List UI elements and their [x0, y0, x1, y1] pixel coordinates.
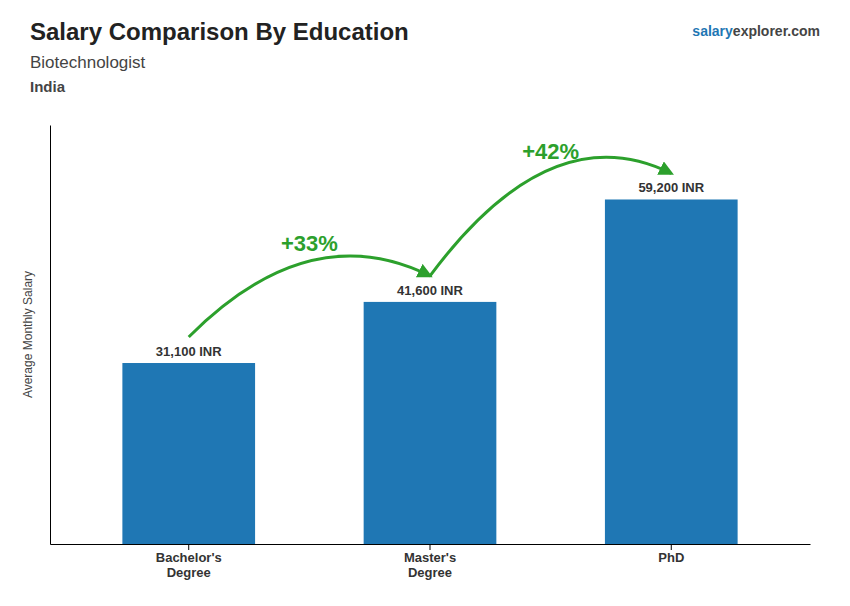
- x-tick-label-line: Degree: [167, 565, 211, 580]
- x-tick-label-line: Master's: [404, 550, 456, 565]
- y-axis-title: Average Monthly Salary: [21, 271, 35, 398]
- change-annotations: +33% +42%: [189, 139, 672, 337]
- change-arrow: [430, 157, 671, 276]
- plot: Bachelor'sDegreeMaster'sDegreePhD31,100 …: [51, 126, 811, 581]
- x-tick-mark: [671, 544, 672, 550]
- data-label: 41,600 INR: [397, 283, 463, 298]
- x-tick-mark: [430, 544, 431, 550]
- x-tick-label: Bachelor'sDegree: [156, 550, 222, 580]
- website-part: salary: [692, 23, 733, 39]
- bars: [122, 199, 737, 544]
- x-tick-label: Master'sDegree: [404, 550, 456, 580]
- subtitle: Biotechnologist: [30, 53, 146, 72]
- title: Salary Comparison By Education: [30, 18, 409, 45]
- x-tick-label-line: PhD: [658, 550, 684, 565]
- data-labels: 31,100 INR 41,600 INR 59,200 INR: [156, 180, 705, 359]
- x-tick-mark: [188, 544, 189, 550]
- x-tick-label-line: Degree: [408, 565, 452, 580]
- bar: [122, 363, 255, 544]
- change-arrow: [189, 256, 430, 337]
- x-tick: Bachelor'sDegree: [156, 544, 222, 580]
- x-tick: Master'sDegree: [404, 544, 456, 580]
- website-part: explorer.com: [733, 23, 820, 39]
- data-label: 59,200 INR: [638, 180, 704, 195]
- x-axis: Bachelor'sDegreeMaster'sDegreePhD: [51, 544, 811, 580]
- website: salaryexplorer.com: [692, 23, 820, 39]
- bar: [605, 199, 738, 544]
- x-tick-label: PhD: [658, 550, 684, 565]
- country: India: [30, 78, 66, 95]
- y-axis-line: [50, 126, 51, 545]
- change-label: +33%: [281, 231, 338, 256]
- bar: [364, 302, 497, 544]
- y-axis: [50, 126, 51, 545]
- chart: Salary Comparison By Education Biotechnol…: [0, 0, 850, 606]
- x-tick-label-line: Bachelor's: [156, 550, 222, 565]
- data-label: 31,100 INR: [156, 344, 222, 359]
- x-tick: PhD: [658, 544, 684, 565]
- change-label: +42%: [522, 139, 579, 164]
